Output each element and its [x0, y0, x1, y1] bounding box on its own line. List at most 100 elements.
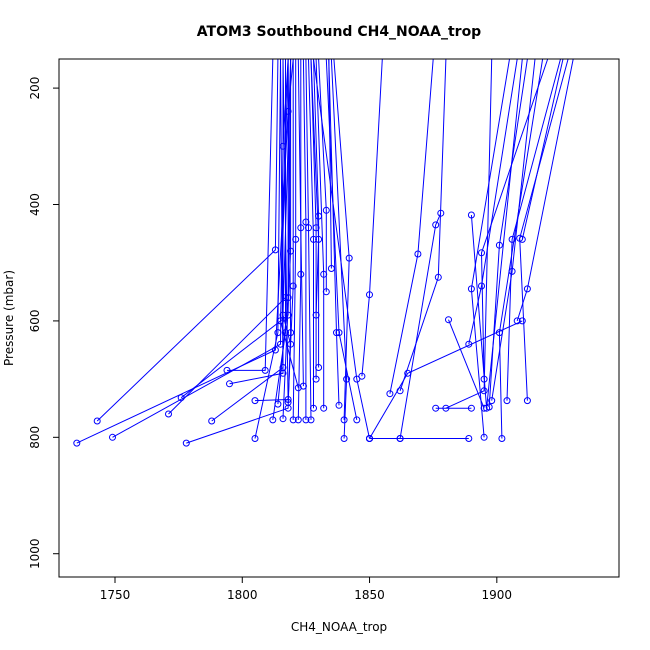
data-point — [310, 404, 317, 412]
data-point — [251, 435, 259, 442]
data-point — [312, 375, 320, 383]
series-layer — [73, 59, 574, 447]
data-point — [495, 241, 503, 249]
data-point — [223, 366, 231, 374]
data-point — [366, 291, 373, 299]
data-point — [358, 372, 366, 380]
profile-line-40 — [468, 59, 518, 345]
data-point — [322, 206, 330, 214]
profile-line-18 — [297, 59, 304, 387]
profile-line-34 — [399, 59, 447, 391]
data-point — [274, 329, 282, 337]
data-point — [488, 397, 496, 405]
data-point — [307, 416, 315, 424]
profile-line-46 — [506, 59, 561, 401]
data-point — [480, 375, 488, 383]
profile-line-43 — [480, 59, 549, 380]
profile-line-39 — [445, 59, 493, 409]
profile-line-44 — [488, 59, 528, 408]
y-tick-label: 400 — [28, 193, 42, 216]
data-point — [437, 209, 445, 217]
data-point — [73, 439, 81, 447]
x-tick-label: 1800 — [227, 588, 258, 602]
data-point — [508, 235, 516, 243]
profile-line-14 — [282, 59, 292, 419]
data-point — [386, 390, 394, 398]
data-point — [165, 410, 172, 418]
plot-frame — [58, 58, 620, 578]
x-axis: 1750 1800 1850 1900 — [100, 577, 512, 602]
profile-line-31 — [313, 59, 370, 439]
profile-line-20 — [305, 59, 312, 420]
data-point — [523, 397, 531, 405]
profile-line-52 — [279, 59, 299, 388]
data-point — [340, 435, 348, 442]
y-tick-label: 600 — [28, 309, 42, 332]
data-point — [353, 416, 361, 424]
profile-line-48 — [521, 59, 564, 240]
data-point — [340, 416, 348, 424]
data-point — [109, 433, 116, 441]
data-point — [279, 415, 287, 423]
data-point — [294, 416, 302, 424]
data-point — [226, 380, 233, 388]
profile-line-47 — [516, 59, 574, 322]
data-point — [93, 417, 101, 425]
data-point — [292, 235, 300, 243]
data-point — [404, 369, 412, 377]
data-point — [478, 249, 485, 257]
profile-line-15 — [287, 59, 294, 403]
profile-line-17 — [297, 59, 302, 420]
profile-line-29 — [330, 59, 348, 439]
data-point — [343, 375, 351, 383]
profile-line-21 — [308, 59, 314, 409]
data-point — [297, 224, 305, 232]
profile-line-16 — [292, 59, 297, 420]
data-point — [516, 234, 524, 242]
profile-line-45 — [491, 59, 536, 401]
data-point — [208, 417, 216, 425]
profile-line-22 — [310, 59, 317, 380]
data-point — [261, 366, 269, 374]
profile-line-8 — [227, 59, 274, 371]
data-point — [442, 404, 450, 412]
data-point — [335, 401, 343, 409]
profile-line-33 — [389, 59, 434, 394]
data-point — [467, 404, 475, 412]
x-axis-label: CH4_NOAA_trop — [291, 620, 387, 634]
data-point — [312, 311, 320, 319]
y-axis-label: Pressure (mbar) — [2, 270, 16, 366]
data-point — [335, 329, 343, 337]
data-point — [287, 340, 295, 348]
data-point — [297, 270, 305, 278]
profile-line-3 — [96, 59, 279, 422]
data-point — [251, 397, 259, 405]
data-point — [513, 317, 521, 325]
data-point — [182, 439, 190, 447]
data-point — [414, 250, 422, 258]
data-point — [315, 364, 323, 371]
data-point — [279, 311, 287, 319]
data-point — [480, 433, 488, 441]
y-tick-label: 200 — [28, 77, 42, 100]
data-point — [269, 416, 277, 424]
data-point — [478, 282, 485, 290]
profile-line-49 — [519, 59, 569, 401]
profile-line-19 — [302, 59, 307, 420]
data-point — [518, 317, 526, 325]
data-point — [294, 384, 302, 392]
data-point — [480, 387, 488, 395]
profile-line-9 — [229, 59, 284, 385]
profile-line-32 — [361, 59, 383, 377]
data-point — [353, 375, 361, 383]
profile-line-26 — [328, 59, 332, 269]
profile-line-30 — [325, 59, 358, 420]
data-point — [498, 435, 506, 442]
data-point — [302, 416, 310, 424]
x-tick-label: 1750 — [100, 588, 131, 602]
profile-line-42 — [470, 59, 510, 438]
data-point — [345, 254, 353, 262]
data-point — [320, 404, 328, 412]
